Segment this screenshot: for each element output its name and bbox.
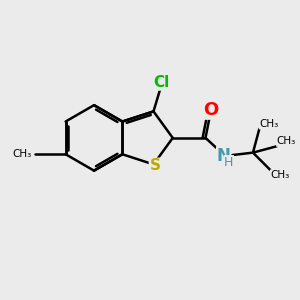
Text: O: O [203,101,218,119]
Text: CH₃: CH₃ [277,136,296,146]
Text: CH₃: CH₃ [259,119,279,129]
Text: H: H [224,156,233,169]
Text: N: N [217,147,231,165]
Text: Cl: Cl [153,75,170,90]
Text: S: S [149,158,161,173]
Text: CH₃: CH₃ [270,170,290,180]
Text: CH₃: CH₃ [12,149,32,159]
